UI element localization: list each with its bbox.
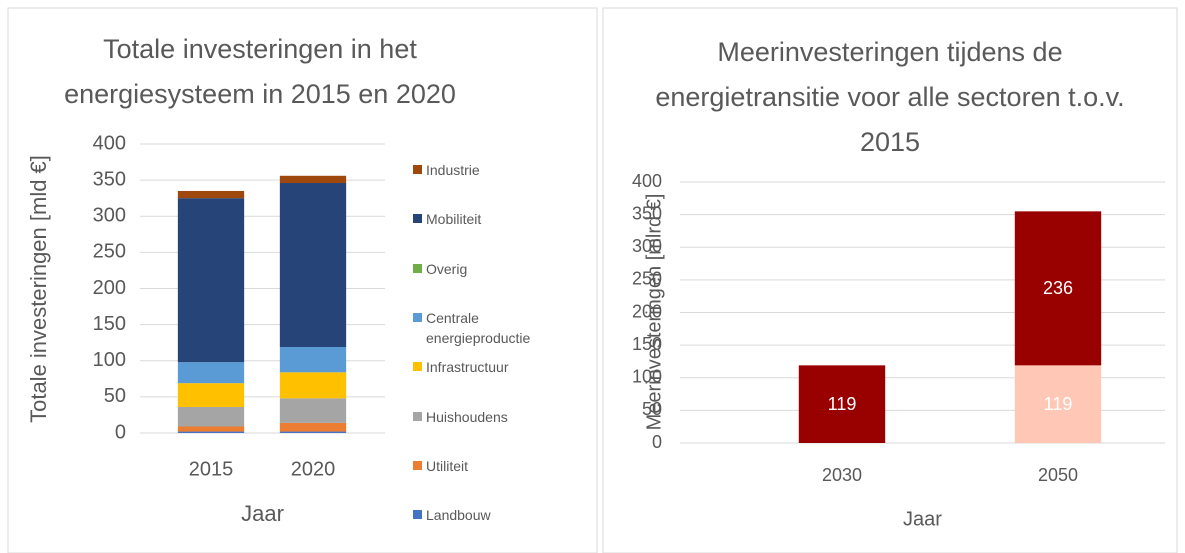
y-tick-label: 150	[632, 334, 662, 354]
bar-segment	[1014, 211, 1102, 366]
chart-title: Meerinvesteringen tijdens de energietran…	[655, 37, 1125, 157]
bar-segment	[279, 183, 347, 348]
y-tick-label: 200	[632, 301, 662, 321]
bar-segment	[177, 426, 245, 432]
bar-segment	[279, 422, 347, 432]
bar-segment	[279, 372, 347, 399]
legend-swatch	[413, 263, 422, 273]
y-tick-label: 100	[632, 367, 662, 387]
legend-swatch	[413, 510, 422, 520]
panel	[602, 7, 1178, 553]
y-axis-label: Meerinvesteringen [mlrd €]	[643, 194, 665, 431]
y-tick-label: 300	[93, 205, 126, 227]
bar-segment	[798, 365, 886, 443]
y-tick-label: 400	[93, 132, 126, 154]
x-axis-label: Jaar	[903, 508, 942, 530]
x-tick-label: 2050	[1038, 465, 1078, 485]
y-tick-label: 100	[93, 349, 126, 371]
y-tick-label: 350	[93, 168, 126, 190]
panel	[7, 7, 598, 553]
bar-segment	[279, 431, 347, 433]
legend-swatch	[413, 411, 422, 421]
legend-swatch	[413, 165, 422, 174]
y-axis-label: Totale investeringen [mld €]	[26, 155, 51, 423]
y-tick-label: 0	[652, 432, 662, 452]
legend-entry: Utiliteit	[413, 456, 546, 476]
x-tick-label: 2030	[822, 465, 862, 485]
bar-segment	[177, 383, 245, 407]
y-tick-label: 0	[115, 421, 126, 443]
y-tick-label: 250	[632, 269, 662, 289]
legend-entry: Infrastructuur	[413, 357, 546, 377]
y-tick-label: 350	[632, 203, 662, 223]
legend-entry: Landbouw	[413, 505, 546, 525]
y-tick-label: 300	[632, 236, 662, 256]
legend-swatch	[413, 214, 422, 224]
x-axis-label: Jaar	[241, 501, 284, 526]
bar-segment	[177, 406, 245, 427]
x-tick-label: 2015	[189, 458, 234, 480]
bar-segment	[279, 347, 347, 373]
bar-segment	[1014, 365, 1102, 443]
bar-segment	[279, 398, 347, 423]
legend-entry: Industrie	[413, 160, 546, 180]
chart-title: Totale investeringen in het energiesyste…	[64, 34, 456, 109]
y-tick-label: 200	[93, 277, 126, 299]
data-label: 236	[1043, 278, 1073, 298]
bar-segment	[177, 431, 245, 433]
y-tick-label: 250	[93, 241, 126, 263]
legend-swatch	[413, 312, 422, 322]
legend-entry: Centrale energieproductie	[413, 308, 546, 348]
y-tick-label: 400	[632, 171, 662, 191]
y-tick-label: 50	[642, 399, 662, 419]
legend-swatch	[413, 460, 422, 470]
legend-entry: Huishoudens	[413, 407, 546, 427]
bar-segment	[177, 362, 245, 384]
data-label: 119	[828, 394, 857, 414]
legend-entry: Overig	[413, 259, 546, 279]
y-tick-label: 50	[104, 385, 126, 407]
data-label: 119	[1044, 394, 1073, 414]
bar-segment	[177, 198, 245, 363]
bar-segment	[279, 175, 347, 184]
y-tick-label: 150	[93, 313, 126, 335]
legend-swatch	[413, 362, 422, 372]
bar-segment	[177, 190, 245, 199]
x-tick-label: 2020	[291, 458, 336, 480]
legend-entry: Mobiliteit	[413, 209, 546, 229]
